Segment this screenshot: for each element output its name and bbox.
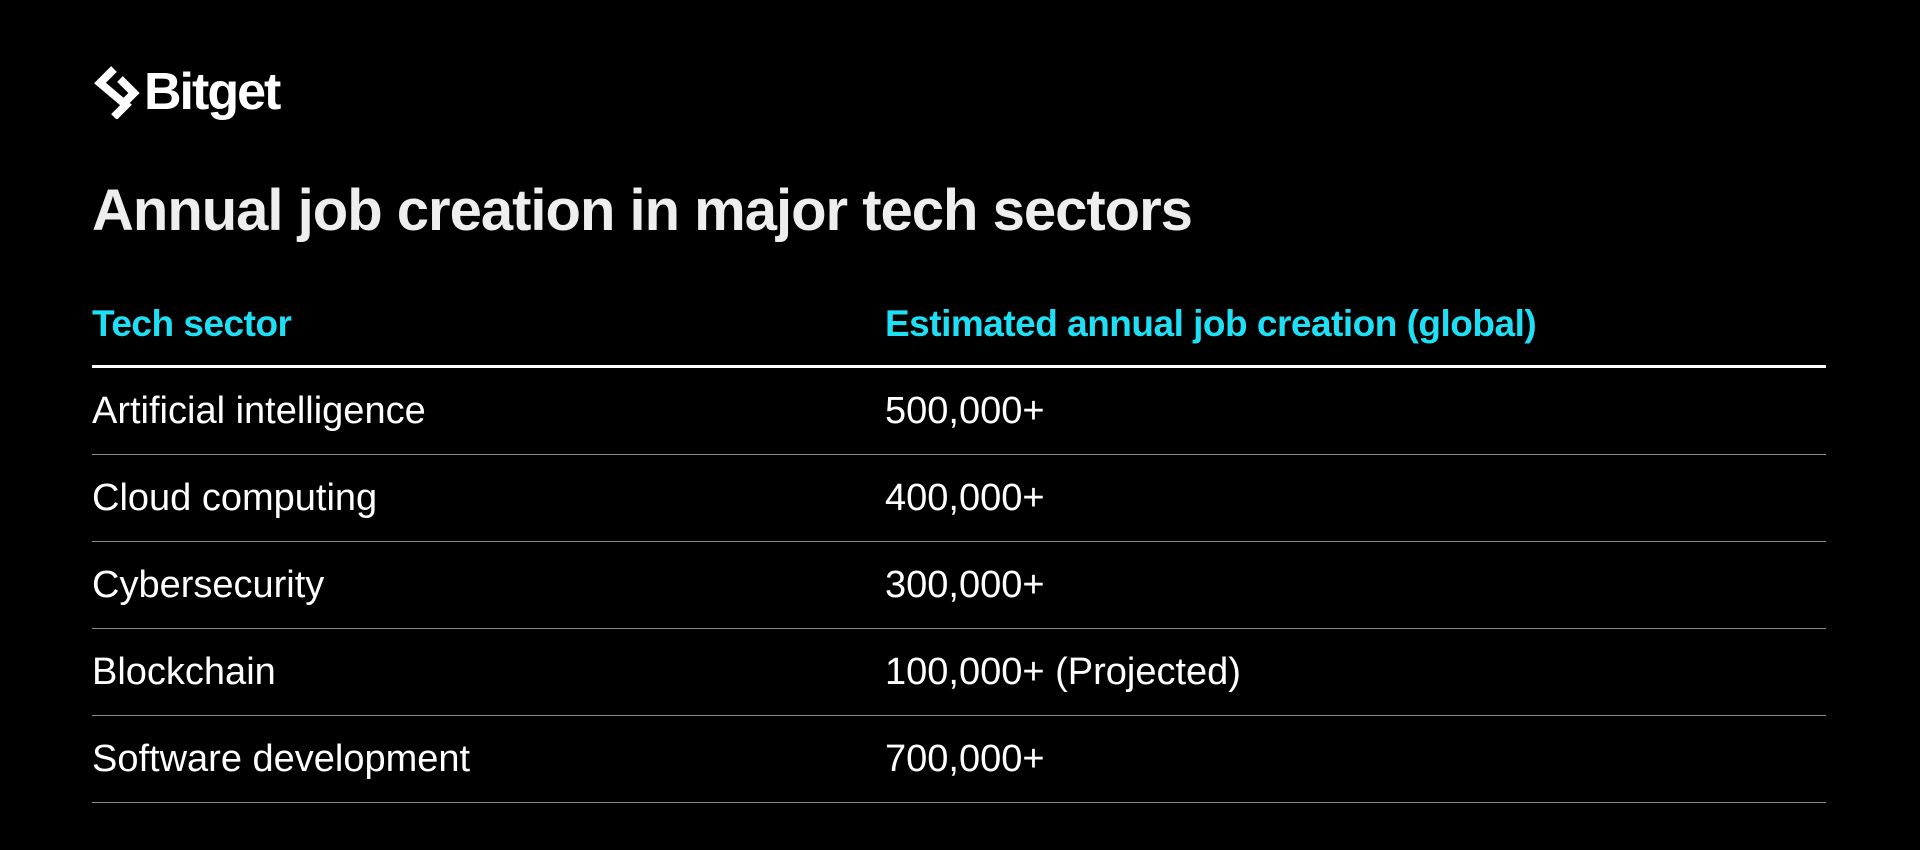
sector-cell: Artificial intelligence: [92, 389, 426, 432]
jobs-cell: 400,000+: [885, 476, 1045, 519]
jobs-cell: 500,000+: [885, 389, 1045, 432]
table-row: Software development 700,000+: [92, 716, 1826, 803]
header-tech-sector: Tech sector: [92, 302, 292, 344]
sector-cell: Cybersecurity: [92, 563, 325, 606]
table-row: Artificial intelligence 500,000+: [92, 368, 1826, 455]
jobs-cell: 300,000+: [885, 563, 1045, 606]
jobs-cell: 100,000+ (Projected): [885, 650, 1241, 693]
page-title: Annual job creation in major tech sector…: [92, 178, 1193, 243]
header-annual-job-creation: Estimated annual job creation (global): [885, 302, 1537, 344]
job-creation-table: Tech sector Estimated annual job creatio…: [92, 290, 1826, 803]
table-header: Tech sector Estimated annual job creatio…: [92, 290, 1826, 368]
brand-name: Bitget: [144, 63, 281, 121]
table-row: Blockchain 100,000+ (Projected): [92, 629, 1826, 716]
jobs-cell: 700,000+: [885, 737, 1045, 780]
bitget-logo-icon: [94, 66, 140, 119]
sector-cell: Cloud computing: [92, 476, 378, 519]
sector-cell: Blockchain: [92, 650, 276, 693]
sector-cell: Software development: [92, 737, 471, 780]
bitget-logo: Bitget: [92, 60, 281, 124]
table-row: Cloud computing 400,000+: [92, 455, 1826, 542]
table-row: Cybersecurity 300,000+: [92, 542, 1826, 629]
